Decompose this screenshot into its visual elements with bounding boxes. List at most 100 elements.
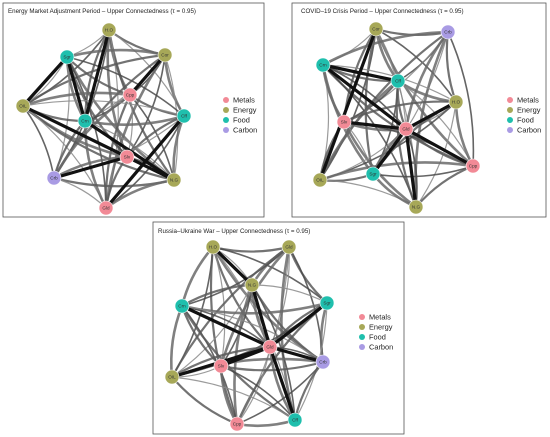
network-edge-strong <box>21 104 176 182</box>
node-circle <box>46 170 62 186</box>
legend-label: Metals <box>233 96 255 105</box>
node-circle <box>15 98 31 114</box>
legend-label: Energy <box>369 323 393 332</box>
legend-swatch <box>223 127 229 133</box>
node-circle <box>244 277 260 293</box>
node-label: N.G <box>248 283 257 288</box>
legend-item-carbon: Carbon <box>223 126 257 135</box>
node-circle <box>368 21 384 37</box>
node-label: Gld <box>102 206 110 211</box>
node-label: Sgr <box>369 172 377 177</box>
legend-item-metals: Metals <box>507 96 539 105</box>
node-circle <box>315 354 331 370</box>
node-label: Cor <box>372 27 380 32</box>
network-edge <box>212 246 226 367</box>
network-nodes: H.O Cor Sgr Cpp OIL Crn Cff Slv Crb N.G Gld <box>15 22 192 216</box>
node-label: H.O <box>209 245 218 250</box>
network-node-oil: OIL <box>15 98 31 114</box>
legend-item-food: Food <box>359 333 386 342</box>
legend-swatch <box>359 334 365 340</box>
network-edge <box>415 101 457 208</box>
network-node-crb: Crb <box>315 354 331 370</box>
node-label: Cff <box>395 79 402 84</box>
network-edge <box>322 64 407 130</box>
node-label: Sgr <box>63 55 71 60</box>
network-node-cor: Cor <box>157 47 173 63</box>
node-circle <box>164 369 180 385</box>
network-edge <box>181 305 324 363</box>
network-edge <box>209 246 239 425</box>
network-node-gld: Gld <box>281 239 297 255</box>
network-edge <box>251 284 328 304</box>
network-node-ho: H.O <box>448 94 464 110</box>
legend-item-energy: Energy <box>223 106 257 115</box>
legend-swatch <box>507 127 513 133</box>
node-circle <box>312 172 328 188</box>
network-edge-strong <box>404 127 418 209</box>
network-edge-strong <box>211 245 254 287</box>
legend-label: Carbon <box>517 126 541 135</box>
network-node-gld: Gld <box>398 121 414 137</box>
node-circle <box>119 149 135 165</box>
network-edge <box>319 161 474 182</box>
node-label: Cff <box>292 418 299 423</box>
node-circle <box>408 199 424 215</box>
node-label: Slv <box>124 155 131 160</box>
network-edge <box>219 246 290 367</box>
node-label: Crn <box>81 119 89 124</box>
network-edge <box>171 246 290 378</box>
network-edge <box>171 376 296 421</box>
network-node-ho: H.O <box>101 22 117 38</box>
legend-swatch <box>223 117 229 123</box>
panel-covid-19-crisis: COVID–19 Crisis Period – Upper Connected… <box>291 2 547 218</box>
node-label: Crb <box>319 360 327 365</box>
network-edge <box>343 100 457 124</box>
network-node-gld: Gld <box>98 200 114 216</box>
network-node-ho: H.O <box>205 239 221 255</box>
legend-swatch <box>359 344 365 350</box>
node-circle <box>166 172 182 188</box>
legend-label: Metals <box>517 96 539 105</box>
legend-item-food: Food <box>507 116 534 125</box>
network-node-slv: Slv <box>213 358 229 374</box>
legend-item-food: Food <box>223 116 250 125</box>
node-circle <box>229 416 245 432</box>
network-edge-strong <box>104 114 186 210</box>
network-edge <box>220 365 296 421</box>
network-edge <box>171 345 271 378</box>
legend-label: Energy <box>233 106 257 115</box>
node-label: Slv <box>341 120 348 125</box>
node-circle <box>448 94 464 110</box>
network-node-crb: Crb <box>46 170 62 186</box>
node-label: Crb <box>50 176 58 181</box>
node-circle <box>398 121 414 137</box>
node-circle <box>281 239 297 255</box>
legend-swatch <box>359 324 365 330</box>
network-edge <box>404 31 450 130</box>
network-edge <box>83 29 110 122</box>
node-circle <box>122 87 138 103</box>
network-edge <box>104 54 167 209</box>
node-label: Crn <box>178 304 186 309</box>
node-label: Cpp <box>233 422 242 427</box>
legend-swatch <box>223 97 229 103</box>
network-node-ng: N.G <box>408 199 424 215</box>
panel-title: Energy Market Adjustment Period – Upper … <box>8 8 196 15</box>
network-node-cff: Cff <box>390 73 406 89</box>
legend-label: Food <box>233 116 250 125</box>
legend-label: Metals <box>369 313 391 322</box>
node-label: Slv <box>218 364 225 369</box>
panel-title: COVID–19 Crisis Period – Upper Connected… <box>301 8 464 15</box>
node-label: N.G <box>170 178 179 183</box>
node-circle <box>213 358 229 374</box>
node-circle <box>319 295 335 311</box>
network-edge <box>181 305 296 421</box>
node-label: Crb <box>444 30 452 35</box>
node-circle <box>101 22 117 38</box>
network-edge-strong <box>404 127 475 168</box>
network-edge-strong <box>268 301 329 349</box>
legend-swatch <box>507 97 513 103</box>
network-edge <box>322 30 449 67</box>
